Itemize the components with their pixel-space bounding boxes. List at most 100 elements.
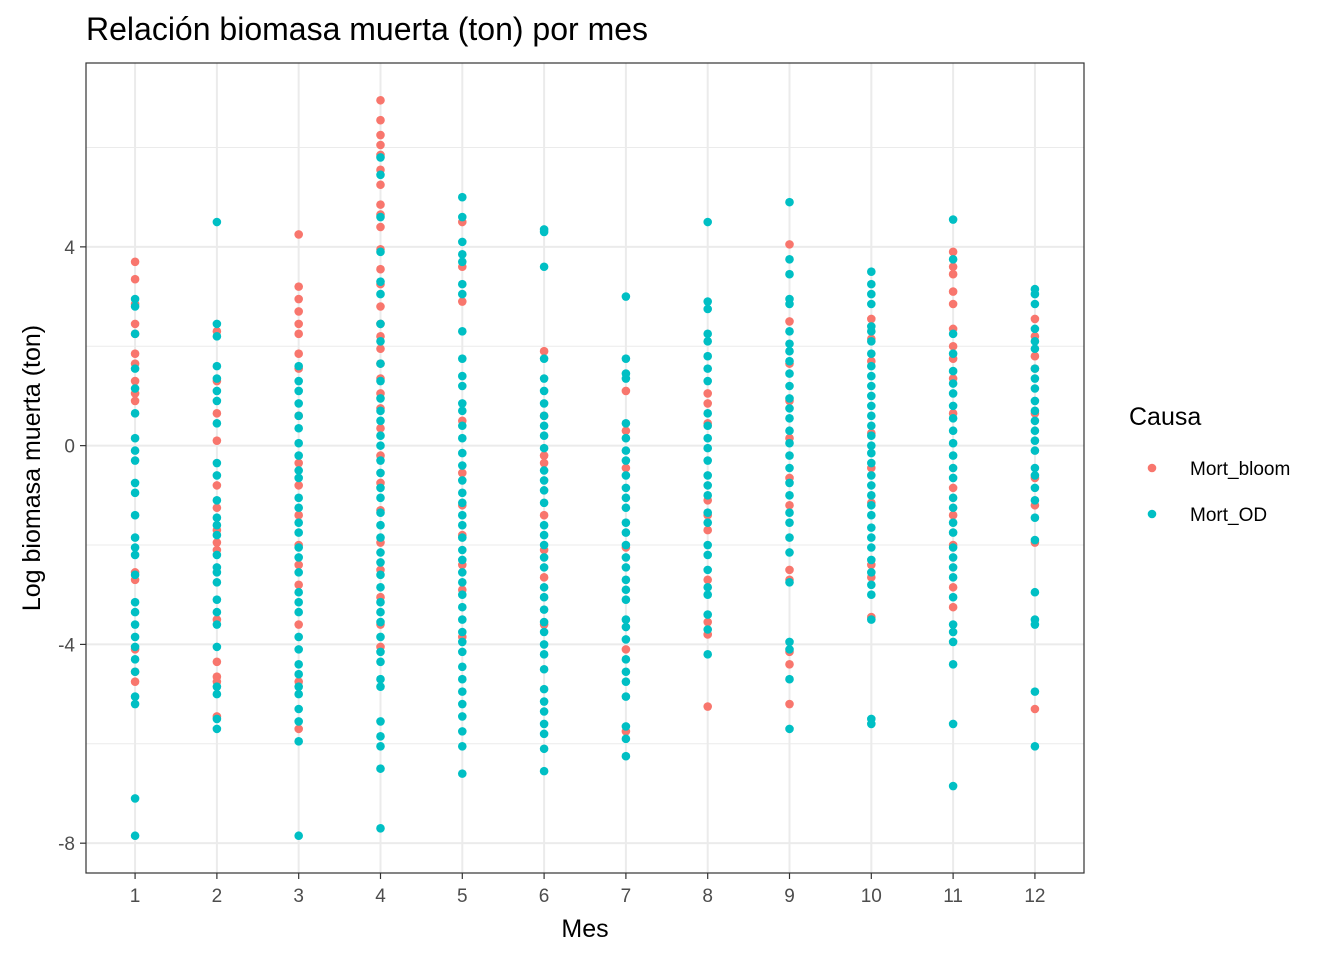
data-point: [376, 376, 385, 386]
data-point: [130, 329, 140, 339]
data-point: [376, 597, 385, 607]
data-point: [294, 473, 303, 483]
data-point: [457, 279, 467, 289]
data-point: [785, 254, 794, 264]
data-point: [703, 610, 713, 619]
data-point: [130, 543, 140, 552]
data-point: [294, 560, 303, 570]
data-point: [1030, 426, 1040, 436]
data-point: [1030, 704, 1040, 714]
data-points: [130, 95, 1040, 841]
data-point: [294, 645, 303, 654]
data-point: [457, 533, 467, 542]
data-point: [1030, 314, 1040, 324]
data-point: [867, 289, 876, 299]
data-point: [785, 327, 794, 336]
data-point: [457, 615, 467, 624]
data-point: [948, 401, 958, 411]
data-point: [948, 463, 958, 473]
data-point: [212, 374, 222, 383]
data-point: [294, 458, 303, 468]
data-point: [621, 722, 631, 731]
data-point: [212, 550, 222, 560]
data-point: [130, 550, 140, 560]
data-point: [376, 617, 385, 627]
data-point: [539, 486, 549, 495]
data-point: [1030, 416, 1040, 426]
data-point: [621, 446, 631, 455]
data-point: [212, 657, 222, 667]
data-point: [703, 329, 713, 339]
data-point: [212, 217, 222, 227]
data-point: [703, 617, 713, 627]
data-point: [621, 692, 631, 701]
data-point: [621, 751, 631, 761]
data-point: [376, 632, 385, 642]
data-point: [457, 406, 467, 416]
data-point: [948, 247, 958, 257]
legend: Causa Mort_bloom Mort_OD: [1129, 403, 1290, 526]
data-point: [621, 553, 631, 562]
data-point: [457, 257, 467, 267]
data-point: [294, 568, 303, 577]
data-point: [294, 451, 303, 460]
data-point: [867, 391, 876, 401]
data-point: [1030, 351, 1040, 361]
data-point: [457, 520, 467, 530]
data-point: [457, 741, 467, 751]
data-point: [621, 635, 631, 644]
data-point: [1030, 446, 1040, 455]
data-point: [212, 538, 222, 547]
data-point: [212, 332, 222, 341]
data-point: [212, 530, 222, 540]
data-point: [703, 625, 713, 634]
data-point: [1030, 384, 1040, 393]
data-point: [294, 669, 303, 679]
data-point: [867, 349, 876, 359]
data-point: [785, 339, 794, 349]
data-point: [376, 406, 385, 416]
data-point: [294, 607, 303, 617]
data-point: [294, 580, 303, 590]
data-point: [539, 707, 549, 716]
data-point: [785, 394, 794, 403]
data-point: [539, 354, 549, 363]
data-point: [703, 518, 713, 527]
data-point: [948, 451, 958, 460]
data-point: [948, 637, 958, 647]
data-point: [376, 548, 385, 557]
data-point: [539, 605, 549, 614]
y-tick-label: -8: [58, 834, 75, 855]
data-point: [785, 533, 794, 542]
x-tick-label: 12: [1024, 886, 1045, 907]
data-point: [376, 344, 385, 354]
data-point: [867, 719, 876, 729]
data-point: [539, 374, 549, 383]
data-point: [703, 702, 713, 711]
data-point: [457, 212, 467, 222]
data-point: [621, 292, 631, 301]
data-point: [867, 458, 876, 468]
data-point: [376, 558, 385, 567]
data-point: [457, 769, 467, 778]
data-point: [867, 371, 876, 381]
x-tick-label: 1: [130, 886, 141, 907]
data-point: [621, 493, 631, 503]
data-point: [457, 727, 467, 736]
data-point: [376, 359, 385, 368]
data-point: [294, 737, 303, 746]
data-point: [703, 650, 713, 659]
data-point: [130, 384, 140, 393]
data-point: [1030, 336, 1040, 346]
data-point: [867, 401, 876, 411]
data-point: [621, 540, 631, 550]
data-point: [948, 254, 958, 264]
data-point: [130, 632, 140, 642]
data-point: [785, 637, 794, 647]
data-point: [457, 371, 467, 381]
data-point: [539, 563, 549, 572]
data-point: [1030, 463, 1040, 473]
x-tick-label: 5: [457, 886, 468, 907]
data-point: [539, 399, 549, 408]
data-point: [130, 257, 140, 267]
